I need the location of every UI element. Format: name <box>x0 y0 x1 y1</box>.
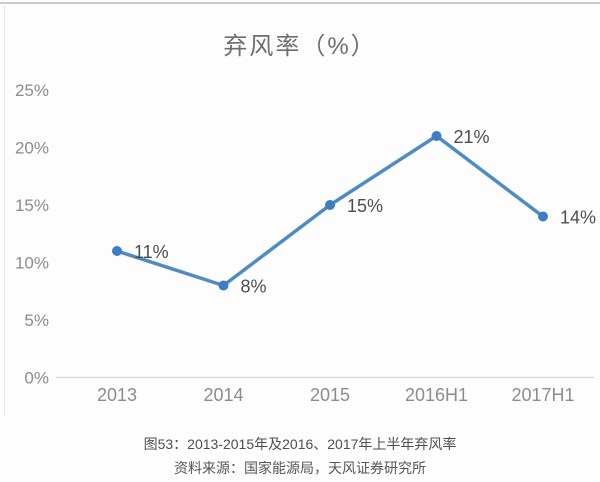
caption-title: 图53：2013-2015年及2016、2017年上半年弃风率 <box>143 436 457 452</box>
data-point-marker <box>538 211 548 222</box>
line-chart: 0% 5% 10% 15% 20% 25% 2013 2014 2015 2016H1 2017H1… <box>15 81 596 405</box>
data-point-marker <box>112 246 122 256</box>
y-tick-label: 25% <box>15 81 49 100</box>
data-point-marker <box>325 200 335 210</box>
x-tick-label: 2016H1 <box>405 385 468 405</box>
x-tick-label: 2017H1 <box>511 385 574 405</box>
data-label: 8% <box>241 277 267 297</box>
data-point-marker <box>431 131 442 141</box>
y-tick-label: 10% <box>15 254 49 273</box>
x-tick-label: 2013 <box>97 385 137 405</box>
caption-source: 资料来源：国家能源局，天风证券研究所 <box>174 460 426 476</box>
chart-title: 弃风率（%） <box>223 33 377 60</box>
y-tick-label: 15% <box>15 196 49 215</box>
x-tick-label: 2014 <box>203 385 243 405</box>
y-tick-label: 5% <box>24 311 49 330</box>
data-point-marker <box>218 280 229 291</box>
data-label: 21% <box>454 127 490 147</box>
card-left-border <box>4 6 5 416</box>
data-label: 11% <box>134 242 169 262</box>
figure-caption: 图53：2013-2015年及2016、2017年上半年弃风率 资料来源：国家能… <box>0 433 600 479</box>
data-label: 14% <box>560 208 596 228</box>
series-line <box>115 134 545 288</box>
card-top-border <box>0 2 600 4</box>
x-tick-label: 2015 <box>310 385 350 405</box>
data-label: 15% <box>347 196 383 216</box>
y-tick-label: 0% <box>24 369 49 388</box>
y-tick-label: 20% <box>15 139 49 158</box>
